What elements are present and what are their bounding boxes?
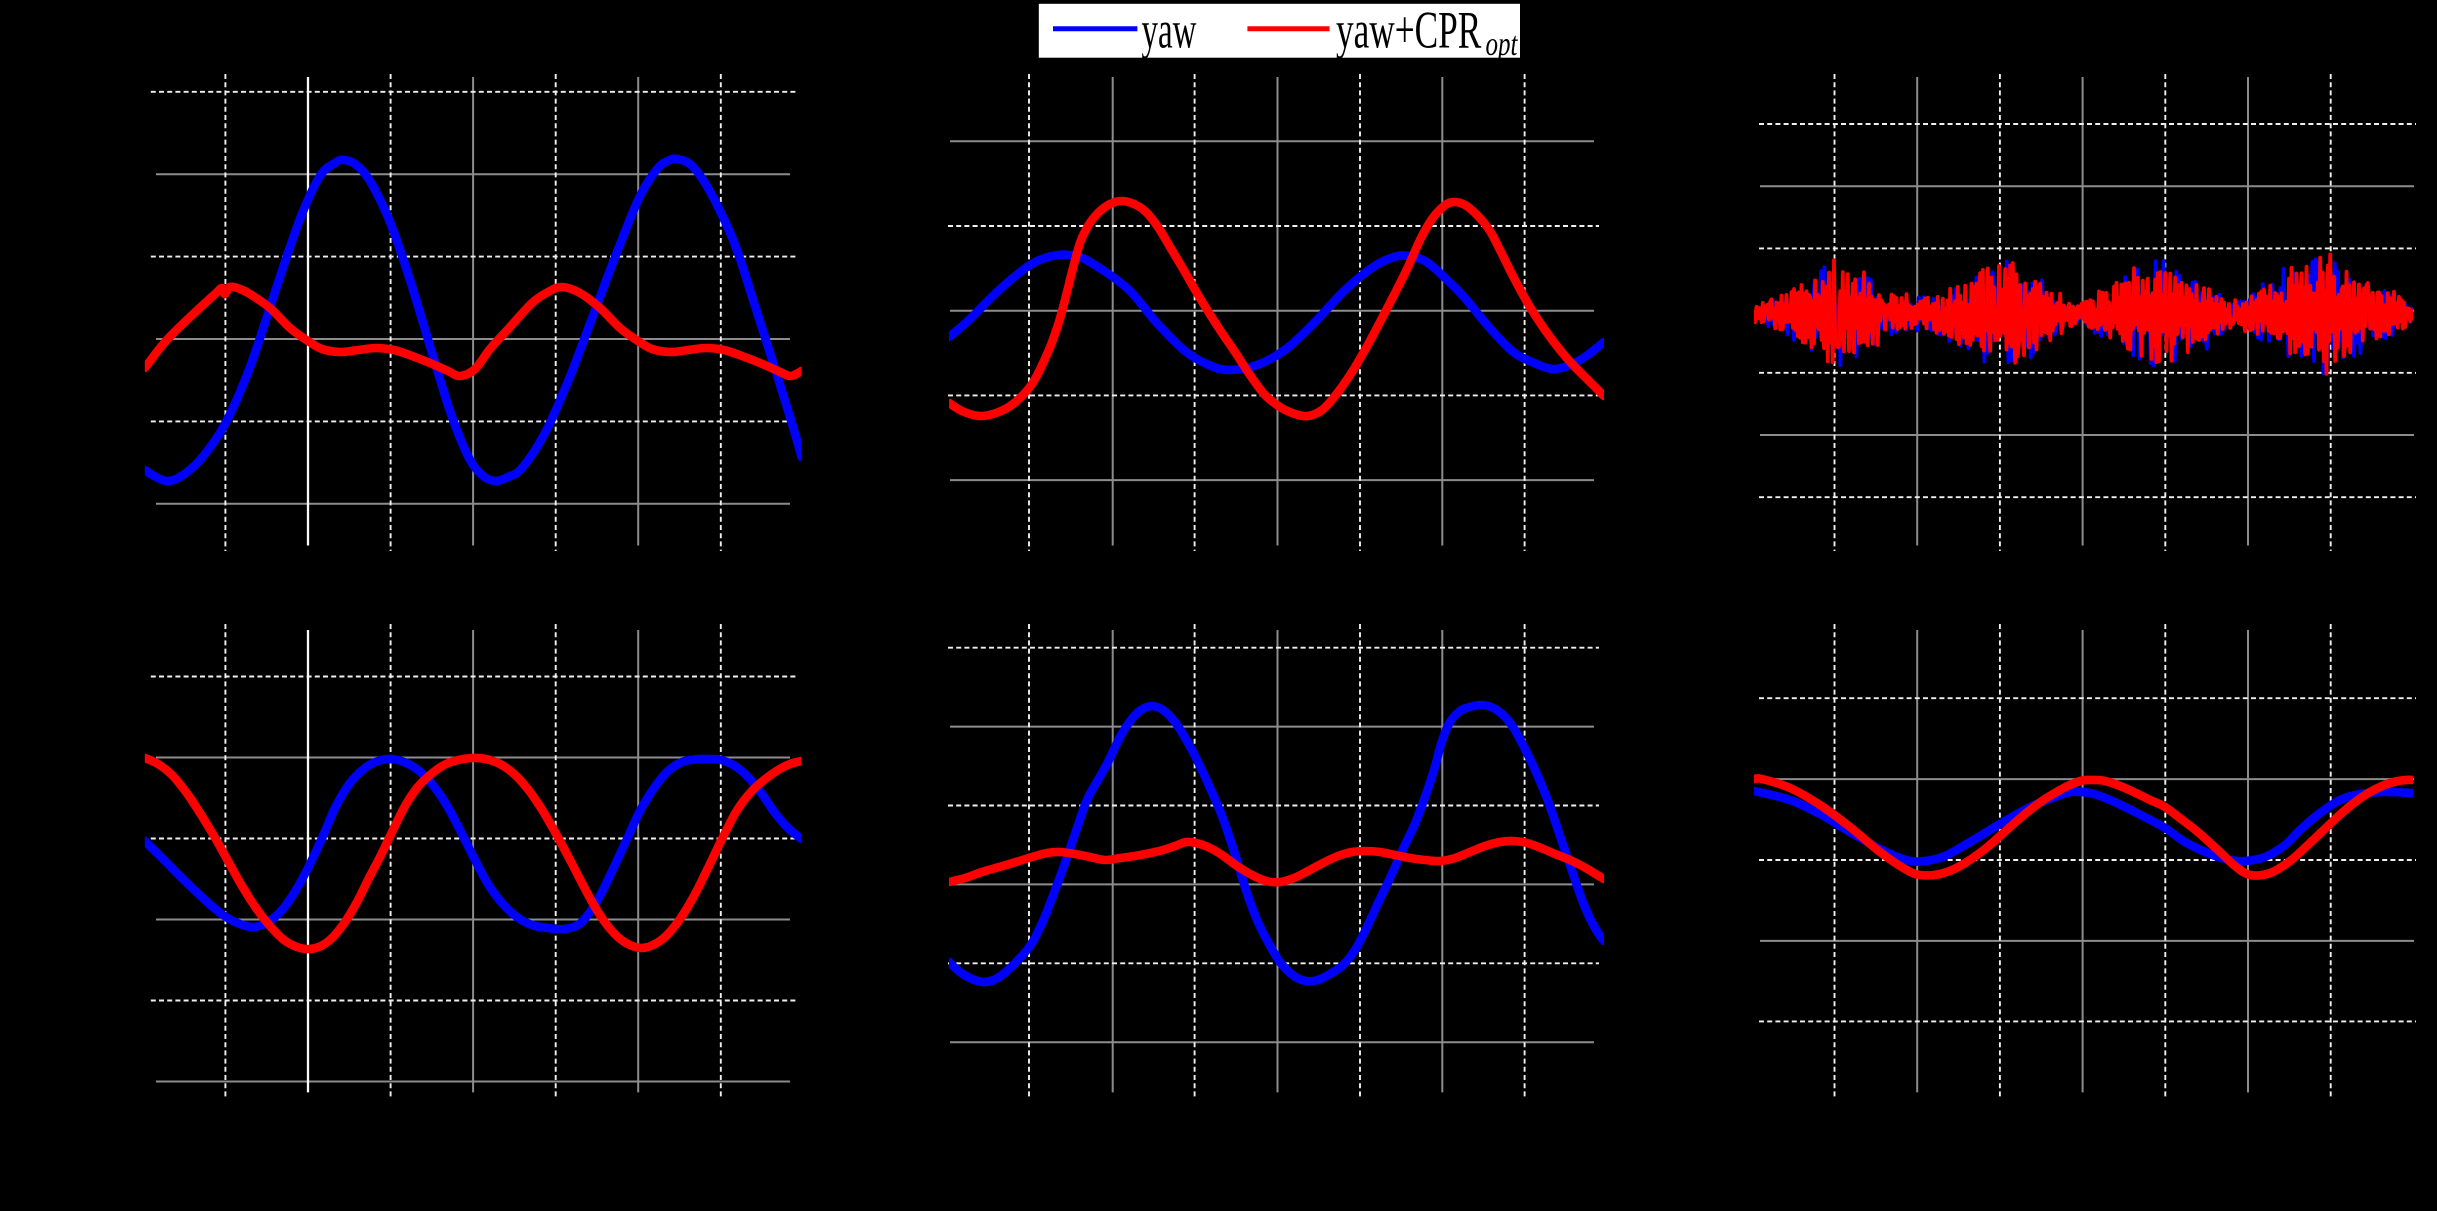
svg-text:opt: opt xyxy=(1486,26,1519,63)
svg-text:yaw: yaw xyxy=(1142,2,1197,60)
svg-text:yaw+CPR: yaw+CPR xyxy=(1336,2,1482,60)
